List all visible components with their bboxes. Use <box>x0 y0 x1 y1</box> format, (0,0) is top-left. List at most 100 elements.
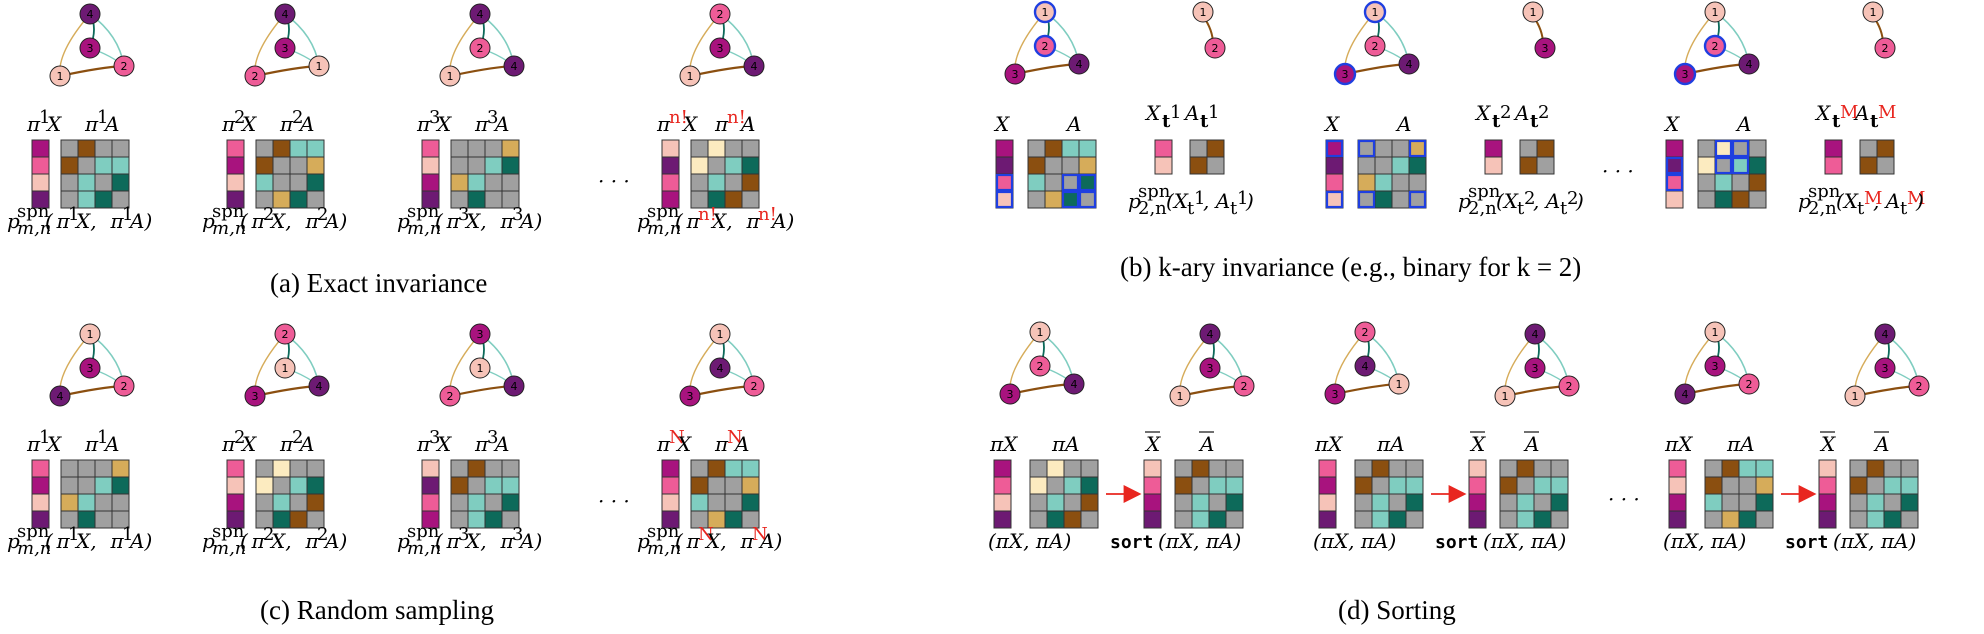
matrix-cell <box>1721 459 1740 478</box>
matrix-cell <box>1371 476 1390 495</box>
matrix-cell <box>1849 493 1868 512</box>
graph-node <box>274 3 296 25</box>
function-sub: m,n <box>17 538 51 559</box>
selected-cell <box>1714 139 1733 158</box>
graph-node <box>1029 321 1051 343</box>
graph-node <box>1033 0 1057 24</box>
matrix-cell <box>741 476 760 495</box>
graph-node <box>1398 53 1420 75</box>
graph-node <box>49 385 71 407</box>
sorted-adjacency-label: A <box>1873 432 1889 456</box>
vector-cell <box>1665 156 1684 175</box>
graph-node <box>709 357 731 379</box>
function-sub: 2,n <box>1468 198 1497 219</box>
matrix-cell <box>1174 493 1193 512</box>
caption-exact-invariance: (a) Exact invariance <box>270 268 487 298</box>
matrix-cell <box>467 510 486 529</box>
graph-node-label: 4 <box>1406 58 1413 71</box>
graph-node <box>1874 357 1896 379</box>
function-args: 1 <box>68 524 79 545</box>
matrix-cell <box>77 510 96 529</box>
function-args: π <box>500 209 515 233</box>
function-args: ) <box>1245 189 1254 213</box>
graph-node <box>274 323 296 345</box>
graph-node <box>1704 355 1726 377</box>
vector-cell <box>993 459 1012 478</box>
feature-vector <box>1318 459 1337 529</box>
matrix-cell <box>1536 156 1555 175</box>
adjacency-matrix <box>450 459 520 529</box>
matrix-cell <box>741 173 760 192</box>
graph-node <box>679 385 701 407</box>
matrix-cell <box>501 190 520 209</box>
feature-vector <box>31 459 50 529</box>
vector-cell <box>1818 476 1837 495</box>
matrix-cell <box>255 156 274 175</box>
graph-node <box>308 55 330 77</box>
matrix-cell <box>501 459 520 478</box>
function-sub: m,n <box>407 218 441 239</box>
features-label: X <box>45 112 62 136</box>
vector-cell <box>1824 156 1843 175</box>
matrix-cell <box>1044 190 1063 209</box>
matrix-cell <box>1391 173 1410 192</box>
selected-cell <box>1408 139 1427 158</box>
matrix-cell <box>1044 156 1063 175</box>
function-args: A) <box>770 209 794 233</box>
graph-node <box>1169 385 1191 407</box>
graph-node-label: 1 <box>1530 6 1537 19</box>
vector-cell <box>1318 476 1337 495</box>
graph-node-label: 3 <box>1542 42 1549 55</box>
vector-cell <box>661 156 680 175</box>
permutation-label: π3X π3A <box>416 107 509 136</box>
adjacency-matrix <box>690 139 760 209</box>
function-args: 2 <box>317 204 328 225</box>
matrix-cell <box>111 493 130 512</box>
matrix-cell <box>1046 459 1065 478</box>
vector-cell <box>995 139 1014 158</box>
graph-node-label: 4 <box>511 60 518 73</box>
graph-node <box>1534 37 1556 59</box>
feature-vector <box>1668 459 1687 529</box>
matrix-cell <box>724 476 743 495</box>
matrix-cell <box>60 139 79 158</box>
matrix-cell <box>1189 156 1208 175</box>
graph-node <box>1862 1 1884 23</box>
permuted-features-label: πX <box>989 432 1018 456</box>
sorted-input-label: (πX, πA) <box>1483 529 1566 553</box>
matrix-cell <box>1755 459 1774 478</box>
matrix-cell <box>1374 156 1393 175</box>
graph-node <box>113 55 135 77</box>
adjacency-matrix <box>255 139 325 209</box>
matrix-cell <box>1061 156 1080 175</box>
function-sup: spn <box>1138 181 1171 202</box>
selected-cell <box>1357 139 1376 158</box>
vector-cell <box>421 173 440 192</box>
graph-node-label: 1 <box>1372 6 1379 19</box>
graph-node-label: 2 <box>1746 378 1753 391</box>
vector-cell <box>1665 139 1684 158</box>
sorted-input-label: (πX, πA) <box>1833 529 1916 553</box>
subset-sup: 1 <box>1208 102 1219 123</box>
graph-node-label: 3 <box>1342 68 1349 81</box>
function-args: t <box>1187 198 1195 219</box>
selected-cell <box>1078 190 1097 209</box>
pi-symbol: π <box>26 112 41 136</box>
matrix-cell <box>1533 476 1552 495</box>
graph-node <box>1364 35 1386 57</box>
graph-node <box>469 323 491 345</box>
matrix-cell <box>1357 156 1376 175</box>
sorted-input-label: (πX, πA) <box>1158 529 1241 553</box>
vector-cell <box>1484 156 1503 175</box>
matrix-cell <box>306 493 325 512</box>
matrix-cell <box>690 476 709 495</box>
function-args: 2 <box>263 204 274 225</box>
matrix-cell <box>1354 510 1373 529</box>
graph-node <box>1068 53 1090 75</box>
matrix-cell <box>450 493 469 512</box>
graph-node-label: 2 <box>717 8 724 21</box>
subset-adjacency-label: A <box>1853 101 1869 125</box>
